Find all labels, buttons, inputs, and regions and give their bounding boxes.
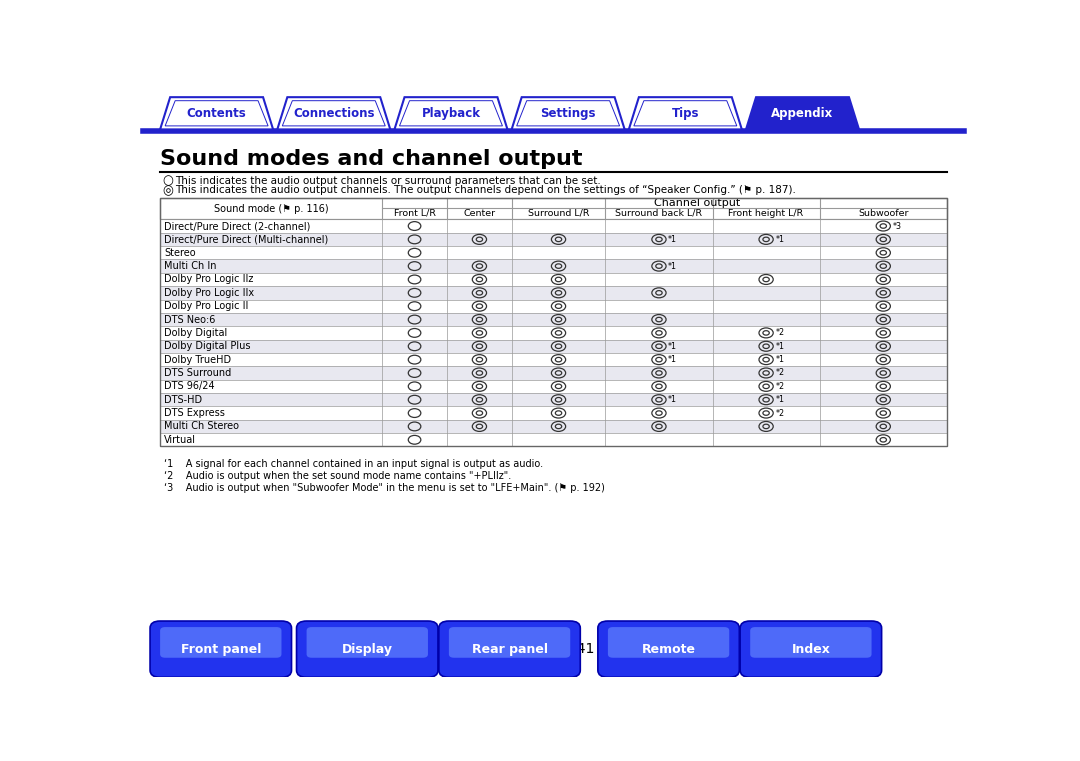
Bar — [160, 433, 947, 447]
Text: DTS Surround: DTS Surround — [164, 368, 231, 378]
Text: Front panel: Front panel — [180, 642, 261, 656]
Bar — [160, 198, 947, 219]
Text: Dolby Pro Logic IIx: Dolby Pro Logic IIx — [164, 288, 255, 298]
Text: ‘3    Audio is output when "Subwoofer Mode" in the menu is set to "LFE+Main". (⚑: ‘3 Audio is output when "Subwoofer Mode"… — [164, 482, 605, 493]
Text: Playback: Playback — [421, 107, 481, 119]
FancyBboxPatch shape — [160, 627, 282, 658]
Text: DTS-HD: DTS-HD — [164, 395, 202, 405]
Text: Surround L/R: Surround L/R — [528, 209, 590, 218]
Text: ◎: ◎ — [163, 184, 174, 197]
Text: Dolby Pro Logic IIz: Dolby Pro Logic IIz — [164, 275, 254, 285]
Text: *3: *3 — [892, 221, 902, 231]
Polygon shape — [394, 97, 508, 129]
Text: Rear panel: Rear panel — [472, 642, 548, 656]
Text: ○: ○ — [163, 174, 174, 187]
Bar — [160, 233, 947, 246]
Text: *1: *1 — [669, 235, 677, 244]
FancyBboxPatch shape — [598, 621, 740, 677]
FancyBboxPatch shape — [438, 621, 580, 677]
Bar — [160, 406, 947, 420]
Text: Center: Center — [463, 209, 496, 218]
FancyBboxPatch shape — [307, 627, 428, 658]
Bar — [160, 393, 947, 406]
Bar — [160, 198, 947, 219]
Polygon shape — [160, 97, 273, 129]
Text: Index: Index — [792, 642, 831, 656]
Text: 241: 241 — [568, 642, 594, 656]
Polygon shape — [629, 97, 742, 129]
FancyBboxPatch shape — [150, 621, 292, 677]
Polygon shape — [512, 97, 624, 129]
Text: *1: *1 — [669, 355, 677, 364]
Text: *1: *1 — [775, 355, 784, 364]
Text: Tips: Tips — [672, 107, 699, 119]
Text: *1: *1 — [669, 262, 677, 271]
Text: Front L/R: Front L/R — [393, 209, 435, 218]
Text: *1: *1 — [669, 395, 677, 404]
Text: *1: *1 — [669, 342, 677, 351]
Bar — [160, 260, 947, 272]
Text: This indicates the audio output channels. The output channels depend on the sett: This indicates the audio output channels… — [175, 186, 796, 196]
Text: Dolby Digital: Dolby Digital — [164, 328, 228, 338]
Text: *1: *1 — [775, 395, 784, 404]
Text: Front height L/R: Front height L/R — [729, 209, 804, 218]
Text: *2: *2 — [775, 409, 784, 418]
Text: Direct/Pure Direct (2-channel): Direct/Pure Direct (2-channel) — [164, 221, 311, 231]
Text: Appendix: Appendix — [771, 107, 834, 119]
FancyBboxPatch shape — [740, 621, 881, 677]
Text: Multi Ch Stereo: Multi Ch Stereo — [164, 422, 240, 431]
Text: Dolby Pro Logic II: Dolby Pro Logic II — [164, 301, 248, 311]
Text: Virtual: Virtual — [164, 435, 197, 444]
Text: *1: *1 — [775, 235, 784, 244]
Text: *2: *2 — [775, 368, 784, 377]
Text: Sound modes and channel output: Sound modes and channel output — [160, 148, 582, 169]
Bar — [160, 326, 947, 339]
Text: Display: Display — [341, 642, 393, 656]
Text: *2: *2 — [775, 382, 784, 391]
FancyBboxPatch shape — [751, 627, 872, 658]
Text: Sound mode (⚑ p. 116): Sound mode (⚑ p. 116) — [214, 204, 328, 214]
Text: Subwoofer: Subwoofer — [858, 209, 908, 218]
Text: *2: *2 — [775, 329, 784, 337]
FancyBboxPatch shape — [449, 627, 570, 658]
Polygon shape — [278, 97, 390, 129]
Text: Contents: Contents — [187, 107, 246, 119]
Text: This indicates the audio output channels or surround parameters that can be set.: This indicates the audio output channels… — [175, 176, 600, 186]
Text: Settings: Settings — [540, 107, 596, 119]
Text: DTS Express: DTS Express — [164, 408, 225, 418]
Bar — [160, 272, 947, 286]
Text: DTS 96/24: DTS 96/24 — [164, 381, 215, 391]
Text: Stereo: Stereo — [164, 248, 195, 258]
Bar — [160, 366, 947, 380]
Text: ‘2    Audio is output when the set sound mode name contains "+PLIIz".: ‘2 Audio is output when the set sound mo… — [164, 471, 512, 481]
Text: Multi Ch In: Multi Ch In — [164, 261, 217, 271]
Bar — [160, 380, 947, 393]
Text: Channel output: Channel output — [653, 198, 740, 208]
Bar — [160, 353, 947, 366]
Bar — [160, 339, 947, 353]
Bar — [160, 286, 947, 300]
Text: Remote: Remote — [642, 642, 696, 656]
Bar — [160, 246, 947, 260]
Text: Dolby TrueHD: Dolby TrueHD — [164, 355, 231, 365]
Polygon shape — [746, 97, 859, 129]
Bar — [160, 219, 947, 233]
Text: Connections: Connections — [293, 107, 375, 119]
Text: DTS Neo:6: DTS Neo:6 — [164, 314, 216, 324]
Text: Direct/Pure Direct (Multi-channel): Direct/Pure Direct (Multi-channel) — [164, 234, 328, 244]
Bar — [160, 313, 947, 326]
Text: Dolby Digital Plus: Dolby Digital Plus — [164, 341, 251, 352]
FancyBboxPatch shape — [297, 621, 438, 677]
Bar — [160, 198, 947, 447]
Text: *1: *1 — [775, 342, 784, 351]
Text: ‘1    A signal for each channel contained in an input signal is output as audio.: ‘1 A signal for each channel contained i… — [164, 460, 543, 470]
Bar — [160, 300, 947, 313]
FancyBboxPatch shape — [608, 627, 729, 658]
Text: Surround back L/R: Surround back L/R — [616, 209, 702, 218]
Bar — [160, 420, 947, 433]
